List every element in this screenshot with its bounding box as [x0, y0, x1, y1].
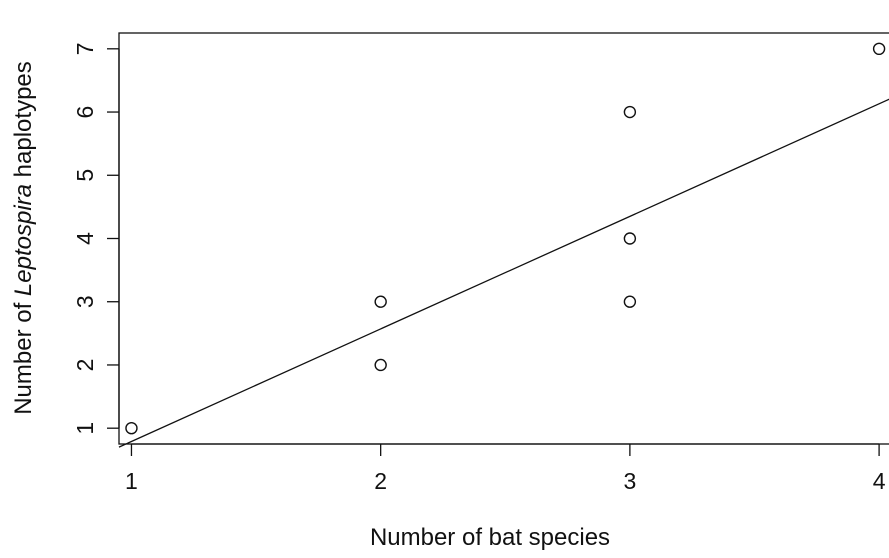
x-tick-label: 1	[125, 468, 138, 494]
y-tick-label: 1	[72, 422, 98, 435]
y-tick-label: 4	[72, 232, 98, 245]
y-axis-title: Number of Leptospira haplotypes	[10, 61, 37, 415]
y-axis-title-italic: Leptospira	[10, 184, 37, 296]
y-axis: 1 2 3 4 5 6 7	[72, 42, 120, 435]
data-point	[374, 295, 387, 308]
x-tick-label: 4	[873, 468, 886, 494]
data-point	[374, 358, 387, 372]
data-point	[872, 42, 886, 56]
points-layer	[125, 42, 886, 435]
data-point	[623, 295, 637, 308]
regression-line	[118, 98, 889, 448]
y-axis-title-suffix: haplotypes	[10, 61, 37, 184]
y-tick-label: 3	[72, 295, 98, 308]
y-tick-label: 2	[72, 359, 98, 372]
x-tick-label: 3	[623, 468, 636, 494]
x-tick-label: 2	[374, 468, 387, 494]
data-point	[623, 105, 637, 119]
fit-layer	[118, 98, 889, 448]
data-point	[623, 232, 637, 245]
y-tick-label: 5	[72, 169, 98, 182]
y-tick-label: 7	[72, 42, 98, 55]
data-point	[125, 421, 138, 435]
y-axis-title-prefix: Number of	[10, 296, 37, 415]
y-tick-label: 6	[72, 106, 98, 119]
x-axis: 1 2 3 4	[125, 443, 886, 494]
x-axis-title: Number of bat species	[370, 524, 610, 551]
plot-frame	[118, 32, 889, 445]
